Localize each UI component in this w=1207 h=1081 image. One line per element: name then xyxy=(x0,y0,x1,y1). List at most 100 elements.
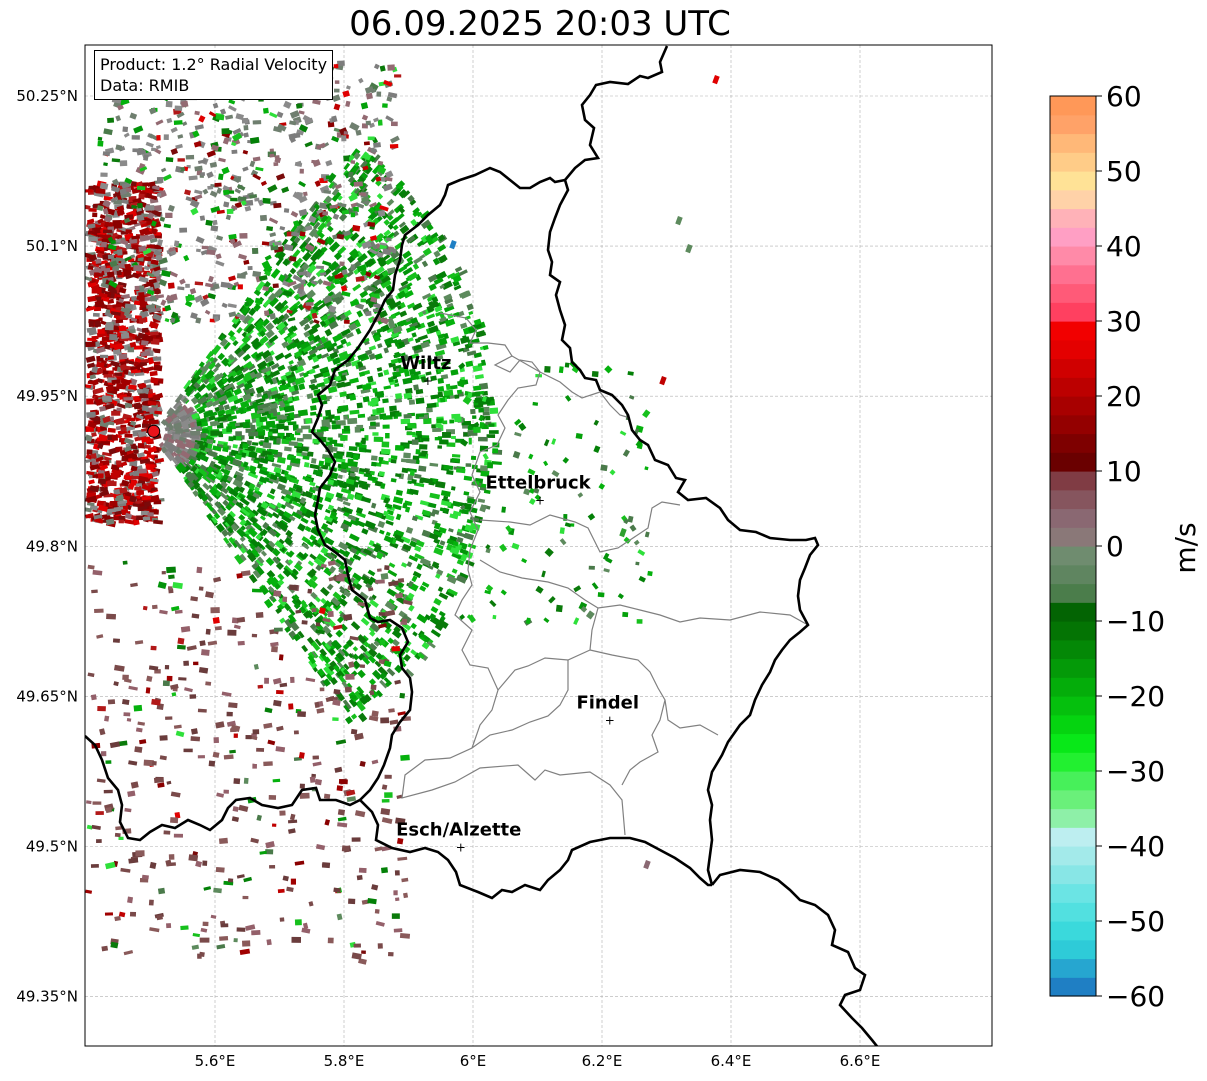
echo-pixel xyxy=(145,687,151,694)
echo-pixel xyxy=(374,265,385,275)
echo-pixel xyxy=(111,158,121,163)
echo-pixel xyxy=(437,386,445,393)
echo-pixel xyxy=(219,338,229,348)
echo-pixel xyxy=(175,430,183,434)
echo-pixel xyxy=(139,300,148,307)
echo-pixel xyxy=(376,255,385,264)
echo-pixel xyxy=(322,454,332,459)
echo-pixel xyxy=(410,218,418,227)
echo-pixel xyxy=(232,339,239,347)
echo-pixel xyxy=(395,513,402,521)
echo-pixel xyxy=(461,508,469,515)
x-tick-label: 6°E xyxy=(460,1052,487,1070)
echo-pixel xyxy=(315,622,321,627)
radar-site-dot xyxy=(147,424,161,438)
echo-pixel xyxy=(492,448,499,454)
echo-pixel xyxy=(167,862,176,867)
echo-pixel xyxy=(348,446,358,452)
echo-pixel xyxy=(320,335,327,344)
echo-pixel xyxy=(202,361,213,372)
echo-pixel xyxy=(363,141,370,146)
echo-pixel xyxy=(271,645,278,653)
echo-pixel xyxy=(316,553,328,564)
echo-pixel xyxy=(365,449,372,453)
echo-pixel xyxy=(251,930,261,936)
echo-pixel xyxy=(352,660,361,670)
echo-pixel xyxy=(296,560,303,567)
echo-pixel xyxy=(315,265,324,270)
echo-pixel xyxy=(281,238,289,247)
echo-pixel xyxy=(218,837,228,845)
echo-pixel xyxy=(267,512,274,519)
echo-pixel xyxy=(233,733,238,738)
echo-pixel xyxy=(299,372,305,377)
echo-pixel xyxy=(300,517,309,524)
echo-pixel xyxy=(200,373,208,381)
echo-pixel xyxy=(348,485,356,492)
echo-pixel xyxy=(349,377,359,384)
echo-pixel xyxy=(256,427,264,432)
echo-pixel xyxy=(212,617,220,624)
echo-pixel xyxy=(367,569,376,577)
echo-pixel xyxy=(389,412,396,417)
echo-pixel xyxy=(393,890,398,896)
echo-pixel xyxy=(118,325,127,332)
echo-pixel xyxy=(218,173,224,181)
echo-pixel xyxy=(196,395,208,406)
echo-pixel xyxy=(289,584,298,591)
echo-pixel xyxy=(136,185,146,191)
echo-pixel xyxy=(272,778,281,783)
echo-pixel xyxy=(354,519,366,528)
echo-pixel xyxy=(199,640,206,647)
echo-pixel xyxy=(313,299,323,308)
echo-pixel xyxy=(399,224,410,235)
y-tick-label: 49.8°N xyxy=(26,537,78,555)
echo-pixel xyxy=(323,793,331,800)
echo-pixel xyxy=(202,860,208,866)
y-tick-label: 49.5°N xyxy=(26,838,78,856)
echo-pixel xyxy=(164,426,170,432)
echo-pixel xyxy=(276,689,284,695)
echo-pixel xyxy=(456,536,464,544)
echo-pixel xyxy=(97,706,106,712)
echo-pixel xyxy=(356,686,365,695)
city-label: Ettelbruck xyxy=(486,472,592,493)
echo-pixel xyxy=(384,565,390,571)
echo-pixel xyxy=(226,711,233,717)
echo-pixel xyxy=(305,302,314,306)
echo-pixel xyxy=(417,334,429,341)
echo-pixel xyxy=(356,511,367,519)
echo-pixel xyxy=(269,153,275,158)
echo-pixel xyxy=(591,371,599,378)
echo-pixel xyxy=(407,302,416,310)
echo-pixel xyxy=(252,120,262,125)
echo-pixel xyxy=(373,142,382,148)
echo-pixel xyxy=(201,649,210,656)
echo-pixel xyxy=(111,410,121,416)
echo-pixel xyxy=(112,367,118,371)
echo-pixel xyxy=(221,357,230,366)
echo-pixel xyxy=(357,653,365,661)
echo-pixel xyxy=(164,664,170,670)
echo-pixel xyxy=(415,449,421,455)
echo-pixel xyxy=(236,326,243,334)
echo-pixel xyxy=(405,387,413,395)
echo-pixel xyxy=(272,283,279,289)
echo-pixel xyxy=(349,694,357,700)
echo-pixel xyxy=(468,310,474,316)
echo-pixel xyxy=(218,431,224,438)
echo-pixel xyxy=(385,432,390,439)
echo-pixel xyxy=(349,178,358,187)
echo-pixel xyxy=(307,334,316,342)
echo-pixel xyxy=(122,126,129,133)
echo-pixel xyxy=(403,452,411,459)
echo-pixel xyxy=(406,431,416,436)
echo-pixel xyxy=(358,365,367,372)
echo-pixel xyxy=(409,488,419,496)
echo-pixel xyxy=(451,413,461,419)
echo-pixel xyxy=(380,572,389,580)
echo-pixel xyxy=(260,550,268,557)
echo-pixel xyxy=(268,795,277,800)
echo-pixel xyxy=(213,887,222,894)
echo-pixel xyxy=(410,649,418,657)
